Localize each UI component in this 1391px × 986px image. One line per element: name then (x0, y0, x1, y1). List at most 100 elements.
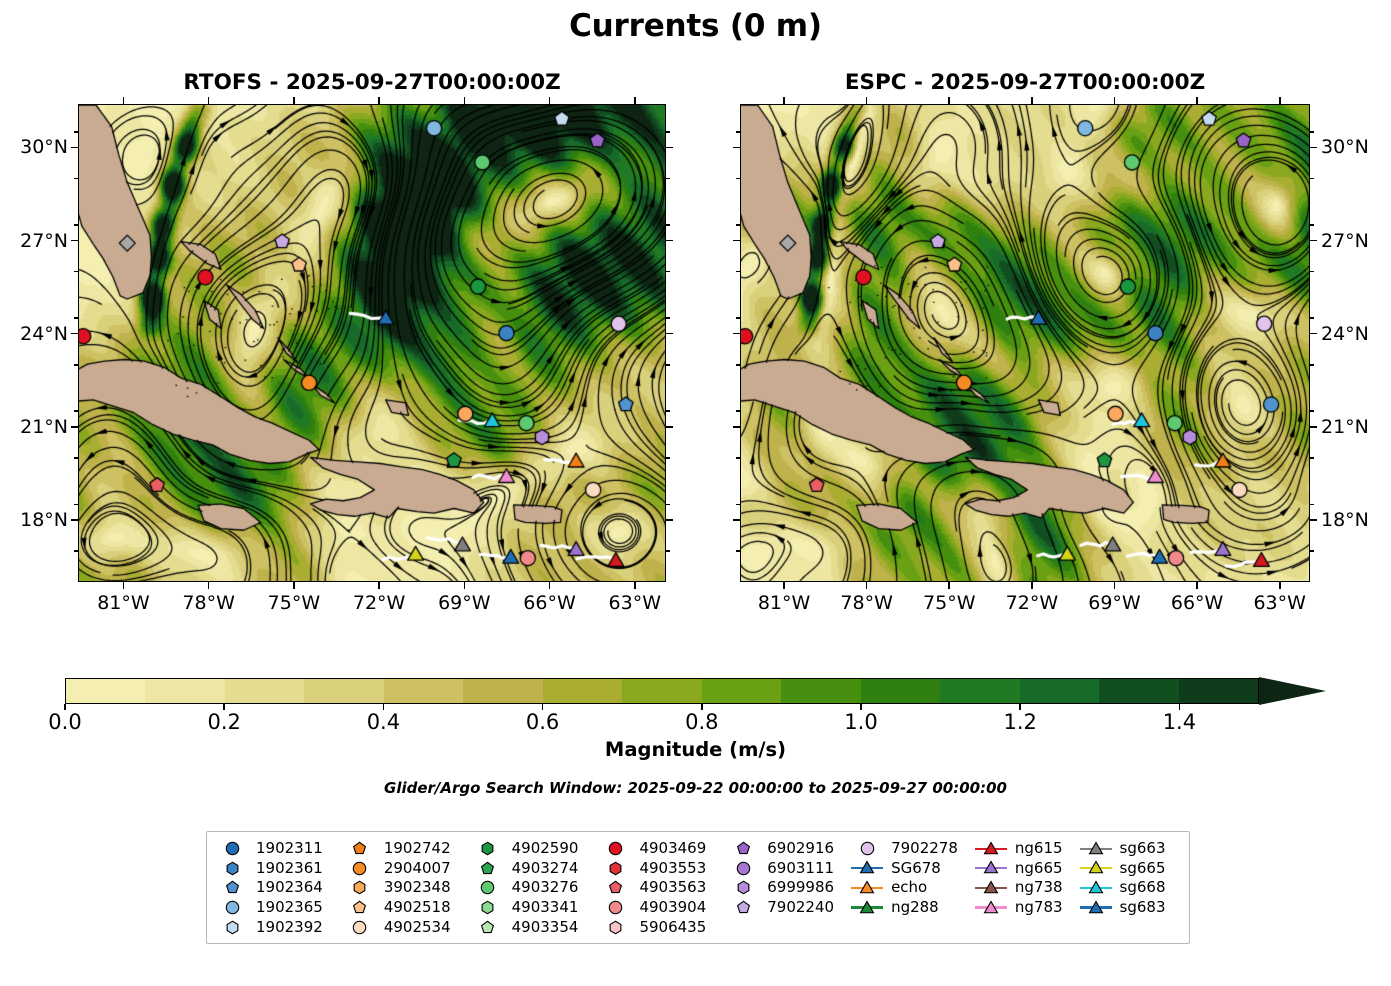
x-tick-label-left-4: 69°W (438, 592, 491, 614)
legend-entry-7902240[interactable]: 7902240 (726, 898, 834, 918)
legend-column-5: 7902278 SG678 echo ng288 (850, 839, 958, 917)
legend-entry-echo[interactable]: echo (850, 878, 958, 898)
x-tick-label-left-0: 81°W (97, 592, 150, 614)
legend-entry-ng615[interactable]: ng615 (974, 839, 1063, 859)
legend-entry-1902311[interactable]: 1902311 (215, 839, 323, 859)
legend-entry-6999986[interactable]: 6999986 (726, 878, 834, 898)
legend-entry-ng288[interactable]: ng288 (850, 898, 958, 918)
legend-entry-1902742[interactable]: 1902742 (343, 839, 451, 859)
x-tick (633, 582, 636, 589)
legend-entry-sg663[interactable]: sg663 (1079, 839, 1166, 859)
legend-label: 4902518 (383, 898, 451, 917)
x-tick (948, 582, 951, 589)
legend-entry-1902365[interactable]: 1902365 (215, 898, 323, 918)
legend-entry-sg683[interactable]: sg683 (1079, 898, 1166, 918)
colorbar-tick (64, 704, 66, 710)
x-tick-top (378, 97, 380, 104)
argo-hexagon-icon (726, 878, 760, 897)
x-tick-top (293, 97, 295, 104)
legend-entry-2904007[interactable]: 2904007 (343, 859, 451, 879)
y-tick (1310, 146, 1317, 149)
legend-entry-4903469[interactable]: 4903469 (598, 839, 706, 859)
colorbar-band-13 (1099, 679, 1179, 703)
legend-entry-ng783[interactable]: ng783 (974, 898, 1063, 918)
legend-entry-4903276[interactable]: 4903276 (471, 878, 578, 898)
legend-entry-4902590[interactable]: 4902590 (471, 839, 578, 859)
legend-entry-4903274[interactable]: 4903274 (471, 859, 578, 879)
legend-label: 1902311 (256, 839, 323, 858)
x-tick-label-left-2: 75°W (267, 592, 321, 614)
legend-entry-4903341[interactable]: 4903341 (471, 898, 578, 918)
colorbar-tick-label-4: 0.8 (685, 710, 719, 734)
legend-label: 4903563 (639, 878, 707, 897)
y-tick-minor (736, 457, 740, 459)
y-tick-minor-r (1310, 270, 1314, 273)
y-tick-minor (736, 317, 740, 319)
legend-entry-6902916[interactable]: 6902916 (726, 839, 834, 859)
legend-label: echo (891, 878, 928, 897)
map-panel-rtofs[interactable] (78, 104, 666, 582)
x-tick-label-left-1: 78°W (182, 592, 235, 614)
legend-label: 4903354 (511, 917, 579, 936)
y-tick-minor-r (666, 550, 670, 552)
legend-entry-4903553[interactable]: 4903553 (598, 859, 706, 879)
colorbar-tick (860, 704, 862, 710)
argo-circle-icon (850, 839, 884, 858)
legend-entry-6903111[interactable]: 6903111 (726, 859, 834, 879)
panel-title-espc: ESPC - 2025-09-27T00:00:00Z (844, 70, 1206, 95)
legend-entry-ng665[interactable]: ng665 (974, 859, 1063, 879)
y-tick-label-right-0: 30°N (1321, 136, 1369, 159)
legend-entry-sg668[interactable]: sg668 (1079, 878, 1166, 898)
x-tick (1031, 582, 1033, 589)
legend-entry-1902364[interactable]: 1902364 (215, 878, 323, 898)
argo-pentagon-icon (471, 859, 505, 878)
legend-entry-3902348[interactable]: 3902348 (343, 878, 451, 898)
legend-entry-4902518[interactable]: 4902518 (343, 898, 451, 918)
colorbar-tick-label-6: 1.2 (1003, 710, 1037, 734)
argo-hexagon-icon (598, 918, 632, 937)
x-tick-top (633, 97, 636, 104)
y-tick-minor (736, 177, 740, 180)
colorbar-label: Magnitude (m/s) (604, 738, 787, 761)
legend-entry-sg665[interactable]: sg665 (1079, 859, 1166, 879)
x-tick-label-right-1: 78°W (840, 592, 893, 614)
colorbar[interactable] (65, 677, 1326, 705)
argo-hexagon-icon (343, 878, 377, 897)
legend-entry-4903904[interactable]: 4903904 (598, 898, 706, 918)
platform-legend[interactable]: 1902311 1902361 1902364 1902365 1902392 19027… (206, 831, 1190, 944)
legend-label: 6903111 (767, 858, 835, 877)
x-tick (1196, 582, 1198, 589)
legend-entry-1902392[interactable]: 1902392 (215, 917, 323, 937)
legend-column-4: 6902916 6903111 6999986 7902240 (726, 839, 834, 917)
x-tick-top (948, 97, 951, 104)
x-tick-label-left-5: 66°W (523, 592, 576, 614)
y-tick-minor (74, 363, 78, 366)
legend-entry-4902534[interactable]: 4902534 (343, 917, 451, 937)
legend-label: 7902240 (767, 898, 835, 917)
colorbar-tick-label-0: 0.0 (48, 710, 82, 734)
x-tick (463, 582, 466, 589)
legend-label: ng615 (1014, 839, 1063, 858)
x-tick-label-left-3: 72°W (352, 592, 406, 614)
y-tick-minor (74, 224, 78, 226)
legend-entry-4903563[interactable]: 4903563 (598, 878, 706, 898)
glider-triangle-icon (974, 839, 1008, 858)
legend-label: sg663 (1119, 839, 1166, 858)
legend-entry-5906435[interactable]: 5906435 (598, 917, 706, 937)
legend-label: SG678 (891, 858, 941, 877)
colorbar-bands (65, 678, 1259, 704)
legend-entry-ng738[interactable]: ng738 (974, 878, 1063, 898)
map-panel-espc[interactable] (740, 104, 1310, 582)
legend-label: ng288 (891, 898, 939, 917)
legend-entry-7902278[interactable]: 7902278 (850, 839, 958, 859)
x-tick-top (1113, 97, 1116, 104)
colorbar-tick-label-7: 1.4 (1162, 710, 1197, 734)
y-tick-inner (733, 519, 740, 521)
argo-hexagon-icon (215, 859, 249, 878)
legend-entry-SG678[interactable]: SG678 (850, 859, 958, 879)
argo-circle-icon (215, 839, 249, 858)
x-tick-label-right-0: 81°W (757, 592, 811, 614)
y-tick-minor-r (666, 317, 670, 319)
legend-entry-4903354[interactable]: 4903354 (471, 917, 579, 937)
legend-entry-1902361[interactable]: 1902361 (215, 859, 323, 879)
